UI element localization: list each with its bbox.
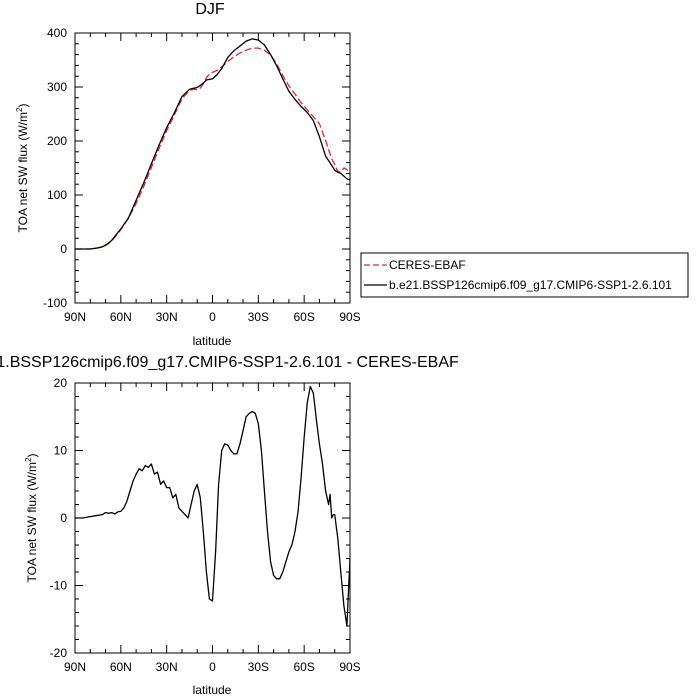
- x-tick-label: 30N: [156, 310, 178, 324]
- y-tick-label: 10: [54, 444, 68, 458]
- legend-label-model: b.e21.BSSP126cmip6.f09_g17.CMIP6-SSP1-2.…: [389, 278, 672, 292]
- legend-label-ceres: CERES-EBAF: [389, 258, 466, 272]
- bottom-series-lines: [75, 385, 351, 627]
- bottom-x-tick-labels: 90N 60N 30N 0 30S 60S 90S: [64, 660, 361, 674]
- top-series-lines: [75, 38, 351, 250]
- x-tick-label: 60S: [293, 310, 314, 324]
- x-tick-label: 90N: [64, 660, 86, 674]
- x-tick-label: 60S: [293, 660, 314, 674]
- x-tick-label: 30S: [248, 660, 269, 674]
- x-tick-label: 90S: [339, 660, 360, 674]
- x-tick-label: 60N: [110, 660, 132, 674]
- x-tick-label: 0: [209, 660, 216, 674]
- x-tick-label: 90S: [339, 310, 360, 324]
- legend: CERES-EBAF b.e21.BSSP126cmip6.f09_g17.CM…: [360, 252, 689, 298]
- x-tick-label: 60N: [110, 310, 132, 324]
- bottom-y-axis-label-sup: 2: [24, 457, 33, 462]
- top-y-axis-label: TOA net SW flux (W/m2): [15, 104, 30, 233]
- top-title: DJF: [195, 1, 225, 18]
- y-tick-label: 20: [54, 376, 68, 390]
- top-axis-ticks: [74, 32, 351, 304]
- series-line-ceres-ebaf: [75, 47, 351, 250]
- top-plot-frame: [74, 32, 351, 304]
- y-tick-label: 0: [60, 511, 67, 525]
- y-tick-label: 300: [47, 80, 67, 94]
- bottom-plot-frame: [74, 382, 351, 654]
- y-tick-label: 0: [60, 242, 67, 256]
- bottom-y-axis-label-main: TOA net SW flux (W/m: [25, 462, 39, 582]
- top-x-axis-label: latitude: [193, 334, 232, 348]
- series-line-b-e21-bssp126cmip6-f09-g17-cmip6-ssp1-2-6-101: [75, 38, 351, 250]
- bottom-y-tick-labels: -20 -10 0 10 20: [50, 376, 68, 660]
- series-line-series-0: [75, 385, 351, 627]
- top-y-axis-label-main: TOA net SW flux (W/m: [16, 112, 30, 232]
- top-y-tick-labels: -100 0 100 200 300 400: [43, 26, 67, 310]
- bottom-y-axis-label-close: ): [25, 454, 39, 458]
- x-tick-label: 30S: [248, 310, 269, 324]
- bottom-y-axis-label: TOA net SW flux (W/m2): [24, 454, 39, 583]
- y-tick-label: 100: [47, 188, 67, 202]
- x-tick-label: 0: [209, 310, 216, 324]
- y-tick-label: 200: [47, 134, 67, 148]
- bottom-panel: b.e21.BSSP126cmip6.f09_g17.CMIP6-SSP1-2.…: [0, 354, 459, 697]
- legend-box: [360, 252, 689, 298]
- y-tick-label: -10: [50, 579, 68, 593]
- bottom-x-axis-label: latitude: [193, 683, 232, 697]
- y-tick-label: -20: [50, 646, 68, 660]
- y-tick-label: 400: [47, 26, 67, 40]
- x-tick-label: 90N: [64, 310, 86, 324]
- bottom-axis-ticks: [74, 382, 351, 654]
- top-y-axis-label-close: ): [16, 104, 30, 108]
- bottom-title: b.e21.BSSP126cmip6.f09_g17.CMIP6-SSP1-2.…: [0, 354, 459, 371]
- x-tick-label: 30N: [156, 660, 178, 674]
- top-x-tick-labels: 90N 60N 30N 0 30S 60S 90S: [64, 310, 361, 324]
- y-tick-label: -100: [43, 296, 67, 310]
- top-y-axis-label-sup: 2: [15, 107, 24, 112]
